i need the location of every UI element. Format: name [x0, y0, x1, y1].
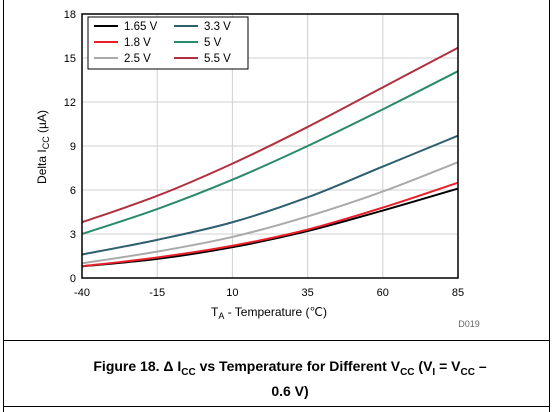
x-tick-label: 10	[226, 287, 238, 299]
frame-left-border	[3, 0, 4, 412]
plot-frame	[81, 13, 459, 279]
legend-label-3: 3.3 V	[204, 21, 231, 33]
x-tick-label: 60	[377, 287, 389, 299]
y-tick-label: 0	[70, 273, 76, 285]
legend: 1.65 V 1.8 V 2.5 V 3.3 V 5 V 5.5 V	[87, 16, 249, 70]
series-lines	[81, 46, 459, 268]
y-axis-label-sub: CC	[41, 136, 51, 149]
series-line-3	[81, 134, 459, 256]
x-axis-label-main: T	[211, 305, 219, 319]
series-line-4	[81, 70, 459, 235]
y-tick-label: 3	[70, 229, 76, 241]
frame-bottom-border	[3, 406, 550, 407]
y-tick-label: 18	[64, 9, 76, 21]
y-axis-label-main: Delta I	[35, 149, 49, 184]
y-axis-label: Delta ICC (µA)	[35, 110, 51, 184]
tick-labels: -40 -15 10 35 60 85 0 3 6 9 12 15 18	[64, 9, 464, 299]
x-axis-label: TA - Temperature (℃)	[211, 305, 327, 321]
x-tick-label: -40	[74, 287, 90, 299]
y-tick-label: 6	[70, 185, 76, 197]
legend-label-2: 2.5 V	[124, 53, 151, 65]
frame-right-border	[549, 0, 550, 412]
line-chart: -40 -15 10 35 60 85 0 3 6 9 12 15 18 1.65 V 1.8 V 2.5 …	[35, 9, 480, 329]
x-axis-label-sub: A	[218, 311, 224, 321]
figure-caption: Figure 18. Δ ICC vs Temperature for Diff…	[93, 358, 487, 399]
legend-label-5: 5.5 V	[204, 53, 231, 65]
legend-label-0: 1.65 V	[124, 21, 158, 33]
y-tick-label: 15	[64, 53, 76, 65]
x-tick-label: 85	[452, 287, 464, 299]
frame-divider	[3, 340, 550, 341]
series-line-5	[81, 46, 459, 224]
series-line-2	[81, 161, 459, 265]
x-tick-label: -15	[149, 287, 165, 299]
x-tick-label: 35	[301, 287, 313, 299]
figure-code: D019	[458, 319, 480, 329]
y-tick-label: 12	[64, 97, 76, 109]
series-line-1	[81, 181, 459, 268]
legend-label-1: 1.8 V	[124, 37, 151, 49]
y-axis-label-unit: (µA)	[35, 110, 49, 136]
y-tick-label: 9	[70, 141, 76, 153]
legend-label-4: 5 V	[204, 37, 222, 49]
series-line-0	[81, 187, 459, 268]
x-axis-label-rest: - Temperature (℃)	[224, 305, 327, 319]
